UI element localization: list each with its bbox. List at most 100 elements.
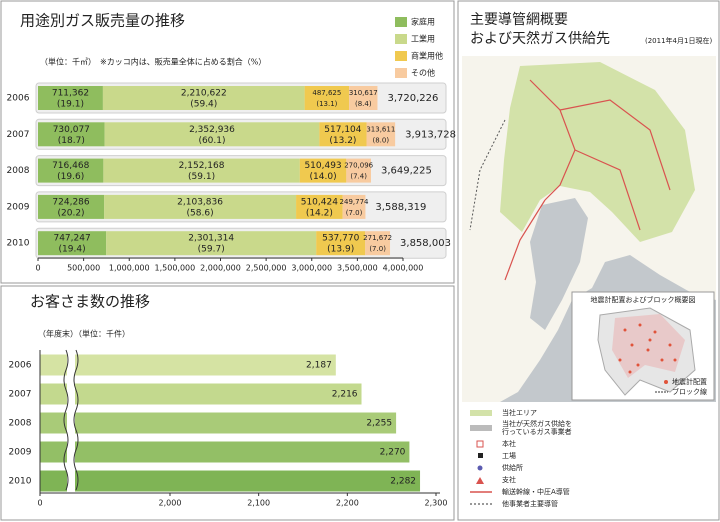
bar-segment	[104, 122, 320, 147]
x-tick-label: 4,000,000	[383, 264, 424, 273]
value-label: 2,282	[390, 477, 416, 487]
value-label: 510,493	[304, 161, 341, 171]
y-tick-label: 2010	[9, 477, 32, 487]
value-label: 310,617	[349, 89, 378, 97]
inset-title: 地震計配置およびブロック概要図	[591, 295, 696, 304]
map-title: および天然ガス供給先	[470, 30, 610, 47]
value-label: 2,301,314	[188, 234, 234, 244]
legend-text: 当社が天然ガス供給を	[502, 419, 572, 428]
value-label: 487,625	[312, 89, 341, 97]
value-label: 724,286	[52, 197, 89, 207]
bar-segment	[38, 158, 104, 183]
inset-blocks	[612, 314, 685, 378]
bar-segment	[365, 231, 391, 256]
y-tick-label: 2006	[7, 94, 30, 104]
bar-segment	[342, 194, 366, 219]
value-label: 716,468	[52, 161, 89, 171]
inset-legend: ブロック線	[672, 387, 707, 396]
chart-title: 用途別ガス販売量の推移	[20, 12, 185, 30]
value-label: 249,774	[340, 198, 369, 206]
bar-segment	[38, 86, 103, 110]
x-tick-label: 1,000,000	[109, 264, 150, 273]
x-tick-label: 2,500,000	[246, 264, 287, 273]
share-label: (14.2)	[306, 208, 333, 218]
x-tick-label: 3,000,000	[291, 264, 332, 273]
share-label: (8.4)	[355, 100, 372, 108]
x-tick-label: 3,500,000	[337, 264, 378, 273]
share-label: (7.4)	[350, 173, 367, 181]
legend-text: 供給所	[502, 463, 523, 472]
share-label: (13.2)	[329, 136, 356, 146]
bar-segment	[296, 194, 343, 219]
bar-segment	[38, 194, 105, 219]
share-label: (13.1)	[316, 100, 337, 108]
unit: （単位：千㎥）	[40, 57, 96, 67]
legend-text: 行っているガス事業者	[502, 427, 572, 436]
note: ※カッコ内は、販売量全体に占める割合（%）	[100, 57, 266, 67]
total-label: 3,649,225	[381, 166, 432, 177]
bar-segment	[346, 158, 371, 183]
value-label: 747,247	[53, 234, 90, 244]
legend-symbol	[478, 453, 483, 458]
bar-segment	[104, 194, 297, 219]
value-label: 2,255	[366, 419, 392, 429]
value-label: 711,362	[52, 89, 89, 99]
share-label: (13.9)	[327, 245, 354, 255]
value-label: 2,270	[380, 448, 406, 458]
pipeline	[574, 149, 641, 231]
y-tick-label: 2008	[7, 166, 30, 176]
sales-chart: 用途別ガス販売量の推移 （単位：千㎥） ※カッコ内は、販売量全体に占める割合（%…	[7, 12, 456, 273]
bar	[40, 412, 397, 434]
legend-text: 本社	[502, 439, 516, 448]
bar	[40, 441, 410, 463]
share-label: (7.0)	[369, 245, 386, 253]
share-label: (59.1)	[188, 172, 215, 182]
bar-segment	[103, 158, 300, 183]
legend-swatch	[395, 17, 407, 27]
seismometers	[618, 323, 677, 374]
x-tick-label: 1,500,000	[155, 264, 196, 273]
legend-label: 商業用他	[411, 51, 443, 61]
value-label: 2,152,168	[179, 161, 225, 171]
share-label: (58.6)	[187, 208, 214, 218]
value-label: 2,352,936	[189, 125, 235, 135]
total-label: 3,588,319	[375, 202, 426, 213]
x-tick-label: 500,000	[67, 264, 100, 273]
service-area	[500, 62, 695, 242]
value-label: 313,611	[366, 125, 395, 133]
value-label: 270,096	[344, 162, 373, 170]
unit: （年度末）（単位：千件）	[38, 329, 130, 339]
share-label: (19.1)	[57, 100, 84, 110]
share-label: (59.7)	[198, 245, 225, 255]
y-tick-label: 2010	[7, 239, 30, 249]
bar-segment	[304, 86, 350, 110]
value-label: 537,770	[322, 234, 359, 244]
share-label: (60.1)	[198, 136, 225, 146]
legend-label: その他	[411, 68, 435, 78]
legend-swatch	[395, 34, 407, 44]
other-pipeline	[469, 119, 506, 231]
value-label: 510,424	[301, 197, 338, 207]
x-tick-label: 2,000,000	[200, 264, 241, 273]
pipeline	[504, 199, 546, 281]
x-tick-label: 0	[37, 499, 42, 508]
map-date: (2011年4月1日現在)	[645, 36, 712, 45]
share-label: (19.6)	[57, 172, 84, 182]
bar-segment	[102, 86, 305, 110]
y-tick-label: 2007	[7, 130, 30, 140]
inset-legend: 地震計配置	[672, 377, 707, 386]
x-tick-label: 2,000	[159, 499, 182, 508]
legend-symbol	[476, 477, 484, 484]
legend-swatch	[395, 68, 407, 78]
legend-swatch	[470, 425, 492, 431]
legend-swatch	[395, 51, 407, 61]
legend-text: 支社	[502, 475, 516, 484]
legend-text: 工場	[502, 451, 516, 460]
value-label: 271,672	[363, 234, 392, 242]
bars	[40, 354, 421, 492]
legend-text: 当社エリア	[502, 408, 537, 417]
y-tick-label: 2007	[9, 390, 32, 400]
share-label: (19.4)	[59, 245, 86, 255]
value-label: 2,216	[332, 390, 358, 400]
